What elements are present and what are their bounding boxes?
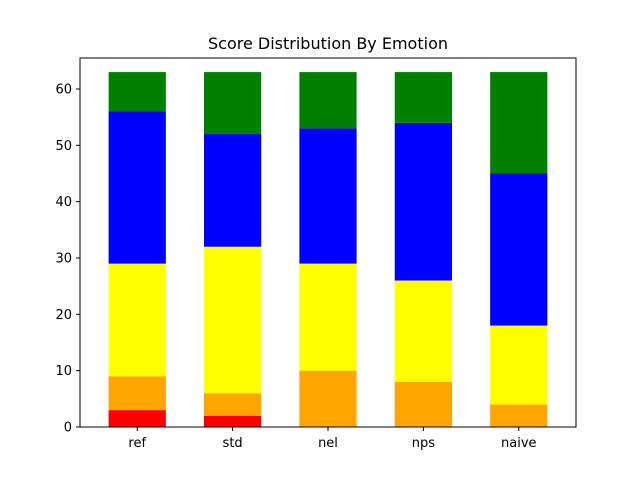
bar-nps-segment-1 [394, 381, 452, 427]
bar-nel-segment-4 [299, 72, 357, 129]
bar-naive-segment-1 [490, 404, 548, 427]
x-tick-label-ref: ref [128, 436, 146, 451]
bar-std-segment-1 [204, 393, 262, 416]
y-tick-label-10: 10 [55, 364, 72, 379]
y-tick-label-30: 30 [55, 251, 72, 266]
bar-std-segment-2 [204, 246, 262, 394]
x-tick-label-nel: nel [318, 436, 338, 451]
bars-layer [108, 72, 548, 427]
y-tick-label-50: 50 [55, 139, 72, 154]
bar-naive-segment-3 [490, 173, 548, 326]
bar-std-segment-3 [204, 134, 262, 247]
bar-nel-segment-1 [299, 370, 357, 427]
y-tick-label-60: 60 [55, 82, 72, 97]
x-tick-label-std: std [223, 436, 243, 451]
y-tick-label-0: 0 [64, 421, 72, 436]
x-tick-label-naive: naive [501, 436, 537, 451]
bar-nps-segment-3 [394, 122, 452, 281]
bar-naive-segment-2 [490, 325, 548, 405]
bar-naive-segment-4 [490, 72, 548, 174]
bar-nel-segment-3 [299, 128, 357, 264]
bar-ref-segment-3 [108, 111, 166, 264]
chart-title: Score Distribution By Emotion [208, 34, 448, 53]
bar-ref-segment-4 [108, 72, 166, 112]
bar-ref-segment-2 [108, 263, 166, 377]
bar-std-segment-4 [204, 72, 262, 135]
bar-nel-segment-2 [299, 263, 357, 371]
bar-nps-segment-4 [394, 72, 452, 123]
bar-std-segment-0 [204, 415, 262, 427]
bar-ref-segment-0 [108, 410, 166, 427]
y-tick-label-20: 20 [55, 308, 72, 323]
y-tick-label-40: 40 [55, 195, 72, 210]
bar-ref-segment-1 [108, 376, 166, 411]
bar-nps-segment-2 [394, 280, 452, 382]
x-tick-label-nps: nps [412, 436, 435, 451]
axes-layer: 0 10 20 30 40 50 60 ref std nel nps naive [55, 57, 577, 451]
